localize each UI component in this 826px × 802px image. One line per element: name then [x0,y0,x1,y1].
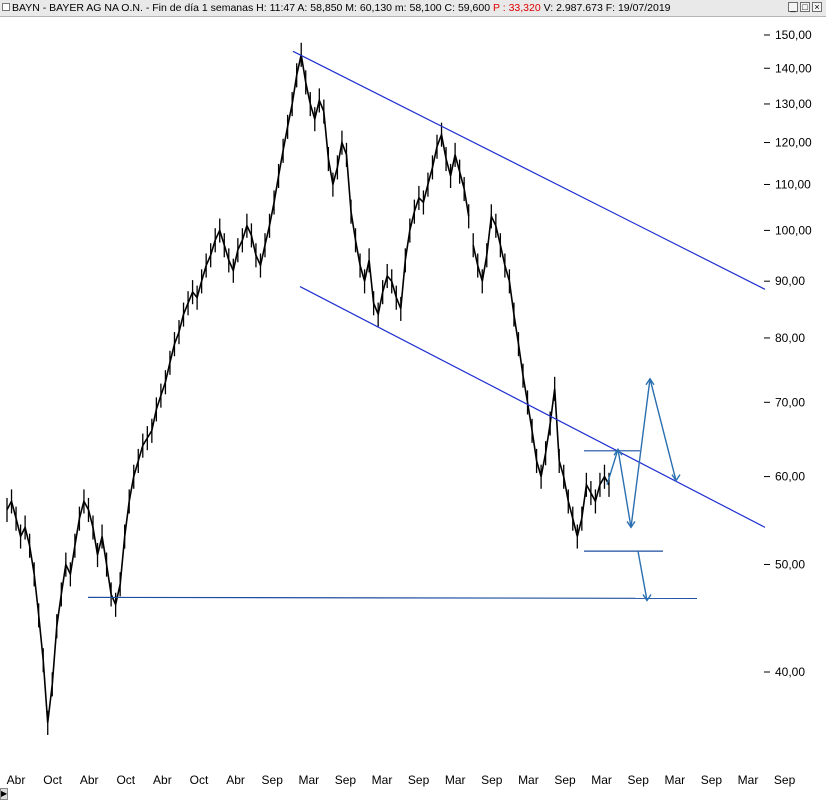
x-tick-label: Oct [190,773,209,787]
projection-arrowhead [645,377,655,386]
x-tick-label: Sep [335,773,357,787]
scroll-left-arrow[interactable]: ▶ [0,788,8,800]
projection-path [606,378,677,528]
x-axis: Abr Oct Abr Oct Abr Oct Abr Sep Mar Sep Mar Sep Mar S… [7,773,796,787]
x-tick-label: Mar [738,773,759,787]
y-tick-label: 130,00 [775,97,812,111]
x-tick-label: Abr [226,773,245,787]
timeframe: Fin de día 1 semanas [152,2,254,14]
long-support-line [87,596,698,599]
window-title-bar: BAYN - BAYER AG NA O.N. - Fin de día 1 s… [0,0,826,17]
x-tick-label: Mar [298,773,319,787]
y-tick-label: 90,00 [775,274,805,288]
y-tick-label: 60,00 [775,470,805,484]
y-tick-label: 140,00 [775,61,812,75]
x-tick-label: Abr [7,773,26,787]
x-tick-label: Sep [481,773,503,787]
y-axis: 150,00 140,00 130,00 120,00 110,00 100,00 90,0… [764,28,812,679]
x-tick-label: Mar [664,773,685,787]
breakdown-arrowhead [642,594,652,602]
projection-arrowhead [626,520,636,529]
upper-trend-line [292,50,766,290]
projection-arrowhead [671,474,681,482]
x-tick-label: Sep [262,773,284,787]
x-tick-label: Sep [701,773,723,787]
x-tick-label: Sep [408,773,430,787]
x-tick-label: Mar [518,773,539,787]
date-value: F: 19/07/2019 [605,2,671,14]
x-tick-label: Oct [116,773,135,787]
projection-arrowhead [613,448,623,456]
y-tick-label: 100,00 [775,223,812,237]
x-tick-label: Sep [554,773,576,787]
y-tick-label: 80,00 [775,331,805,345]
price-line-segment [6,54,470,723]
y-tick-label: 50,00 [775,557,805,571]
drawn-lines [87,50,766,602]
y-tick-label: 150,00 [775,28,812,42]
y-tick-label: 110,00 [775,177,811,191]
y-tick-label: 40,00 [775,665,805,679]
change-value: P : 33,320 [493,2,541,14]
x-tick-label: Mar [591,773,612,787]
low-value: m: 58,100 [394,2,442,14]
price-series [6,42,610,735]
open-value: A: 58,850 [297,2,343,14]
x-tick-label: Abr [80,773,99,787]
maximize-button[interactable]: □ [800,2,810,12]
volume-value: V: 2.987.673 [543,2,603,14]
high-value: M: 60,130 [345,2,392,14]
lower-trend-line [299,286,766,528]
x-tick-label: Abr [153,773,172,787]
minimize-button[interactable]: _ [788,2,798,12]
x-tick-label: Mar [445,773,466,787]
x-tick-label: Oct [43,773,62,787]
hour-value: H: 11:47 [256,2,296,14]
quote-summary: BAYN - BAYER AG NA O.N. - Fin de día 1 s… [12,2,671,14]
close-button[interactable]: × [812,2,822,12]
price-chart[interactable]: 150,00 140,00 130,00 120,00 110,00 100,00 90,0… [0,17,826,802]
x-tick-label: Sep [774,773,796,787]
x-tick-label: Mar [372,773,393,787]
breakdown-projection [637,551,648,601]
chart-menu-icon[interactable] [2,3,10,11]
x-tick-label: Sep [628,773,650,787]
close-value: C: 59,600 [444,2,491,14]
y-tick-label: 120,00 [775,136,812,150]
y-tick-label: 70,00 [775,395,805,409]
ticker-name: BAYN - BAYER AG NA O.N. [12,2,143,14]
